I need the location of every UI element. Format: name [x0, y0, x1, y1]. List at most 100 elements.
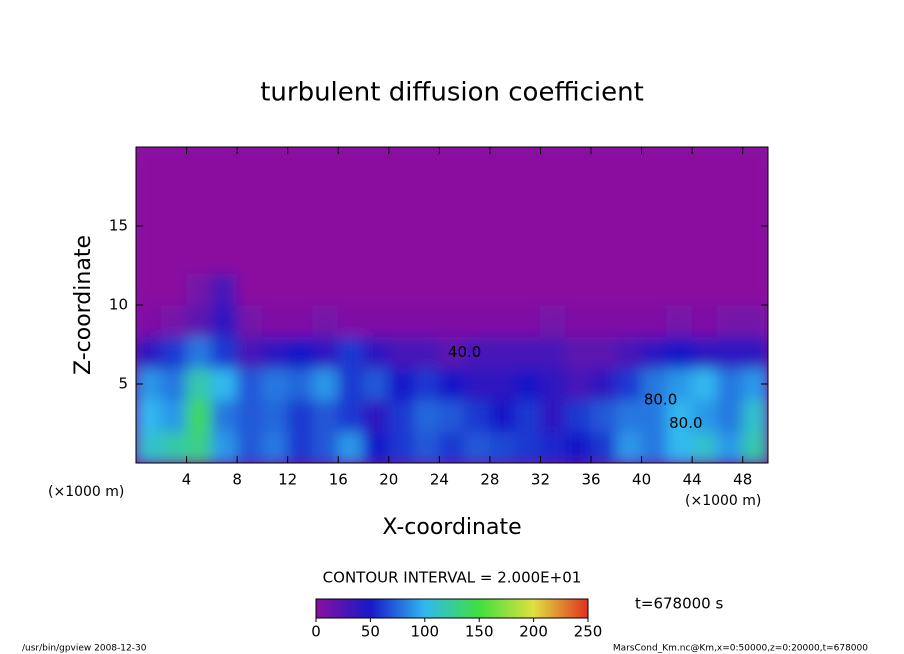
heat-cell	[464, 272, 491, 306]
heat-cell	[363, 336, 390, 369]
footer-left: /usr/bin/gpview 2008-12-30	[22, 644, 147, 654]
heat-cell	[438, 241, 466, 274]
heat-cell	[186, 147, 213, 180]
heat-cell	[615, 430, 643, 463]
heat-cell	[388, 367, 415, 401]
heat-cell	[691, 304, 718, 338]
heat-cell	[186, 209, 213, 243]
heat-cell	[236, 430, 263, 463]
heat-cell	[438, 209, 466, 243]
heat-cell	[236, 272, 263, 306]
heat-cell	[489, 399, 516, 432]
heat-cell	[287, 272, 314, 306]
heat-cell	[160, 147, 188, 180]
heat-cell	[438, 272, 466, 306]
heat-cell	[261, 367, 289, 401]
heat-cell	[641, 272, 668, 306]
heat-cell	[464, 336, 491, 369]
heat-cell	[211, 367, 238, 401]
heat-cell	[388, 272, 415, 306]
heat-cell	[312, 367, 339, 401]
heat-cell	[666, 336, 693, 369]
heat-cell	[211, 336, 238, 369]
heat-cell	[590, 272, 617, 306]
heat-cell	[641, 147, 668, 180]
heat-cell	[186, 367, 213, 401]
heat-cell	[136, 336, 162, 369]
heat-cell	[438, 147, 466, 180]
heat-cell	[514, 336, 541, 369]
heat-cell	[666, 209, 693, 243]
heat-cell	[363, 147, 390, 180]
y-axis-label: Z-coordinate	[71, 235, 96, 375]
heat-cell	[691, 399, 718, 432]
heat-cell	[590, 241, 617, 274]
x-unit: (×1000 m)	[48, 484, 124, 500]
heat-cell	[691, 241, 718, 274]
heat-cell	[514, 178, 541, 211]
heat-cell	[514, 399, 541, 432]
heat-cell	[590, 178, 617, 211]
heat-cell	[136, 241, 162, 274]
heat-cell	[413, 430, 440, 463]
heat-cell	[565, 209, 592, 243]
heat-cell	[363, 178, 390, 211]
heat-cell	[716, 430, 744, 463]
heat-cell	[211, 304, 238, 338]
heat-cell	[565, 241, 592, 274]
heat-cell	[438, 430, 466, 463]
heat-cell	[615, 209, 643, 243]
heat-cell	[337, 399, 365, 432]
heat-cell	[514, 367, 541, 401]
colorbar-tick-label: 0	[311, 623, 321, 641]
heat-cell	[388, 430, 415, 463]
heat-cell	[287, 241, 314, 274]
heat-cell	[388, 336, 415, 369]
heat-cell	[413, 367, 440, 401]
heat-cell	[716, 241, 744, 274]
heat-cell	[211, 399, 238, 432]
heat-cell	[363, 367, 390, 401]
heat-cell	[160, 178, 188, 211]
heat-cell	[691, 367, 718, 401]
heat-cell	[641, 209, 668, 243]
heat-cell	[716, 147, 744, 180]
x-axis-label: X-coordinate	[382, 515, 521, 540]
heat-cell	[136, 147, 162, 180]
heat-cell	[337, 209, 365, 243]
heat-cell	[716, 304, 744, 338]
heat-cell	[514, 304, 541, 338]
heat-cell	[539, 241, 567, 274]
heat-cell	[363, 241, 390, 274]
heat-cell	[186, 178, 213, 211]
heat-cell	[565, 272, 592, 306]
heat-cell	[666, 304, 693, 338]
heat-cell	[388, 241, 415, 274]
colorbar-tick-label: 200	[519, 623, 548, 641]
heat-cell	[539, 430, 567, 463]
heat-cell	[742, 241, 768, 274]
heat-cell	[186, 336, 213, 369]
heat-cell	[312, 209, 339, 243]
heat-cell	[464, 241, 491, 274]
heat-cell	[438, 178, 466, 211]
heat-cell	[312, 336, 339, 369]
heat-cell	[716, 399, 744, 432]
heat-cell	[539, 147, 567, 180]
heat-cell	[716, 272, 744, 306]
heat-cell	[464, 304, 491, 338]
heat-cell	[489, 304, 516, 338]
heat-cell	[590, 147, 617, 180]
heat-cell	[615, 178, 643, 211]
heat-cell	[514, 241, 541, 274]
heat-cell	[489, 336, 516, 369]
heat-cell	[236, 178, 263, 211]
heat-cell	[287, 178, 314, 211]
heat-cell	[716, 367, 744, 401]
heat-cell	[742, 304, 768, 338]
x-unit-right: (×1000 m)	[685, 493, 761, 509]
heat-cell	[363, 430, 390, 463]
heat-cell	[514, 430, 541, 463]
heat-cell	[261, 178, 289, 211]
heat-cell	[666, 430, 693, 463]
